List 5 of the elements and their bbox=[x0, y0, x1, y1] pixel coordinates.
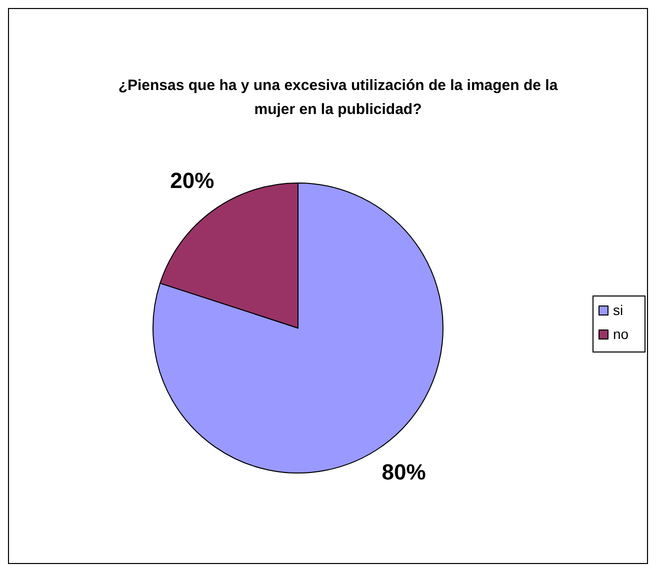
legend-label: no bbox=[613, 326, 629, 342]
legend-label: si bbox=[613, 302, 624, 318]
data-label: 20% bbox=[170, 168, 214, 194]
data-label: 80% bbox=[382, 459, 426, 484]
chart-title: ¿Piensas que ha y una excesiva utilización de la imagen de la mujer en la publicidad? bbox=[118, 77, 558, 118]
